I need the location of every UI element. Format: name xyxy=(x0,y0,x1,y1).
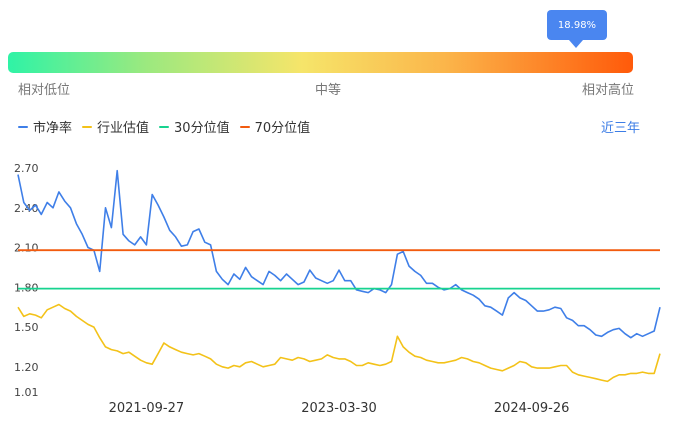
scale-label-low: 相对低位 xyxy=(18,83,71,98)
percentile-gradient-bar xyxy=(8,52,633,73)
period-selector-link[interactable]: 近三年 xyxy=(600,121,640,136)
legend-label-pb: 市净率 xyxy=(33,121,73,136)
y-tick-label: 2.10 xyxy=(14,242,39,255)
scale-label-mid: 中等 xyxy=(315,83,342,98)
legend-swatch-p30 xyxy=(159,125,170,128)
x-axis: 2021-09-27 2023-03-30 2024-09-26 xyxy=(109,401,570,416)
legend-item-industry[interactable]: 行业估值 xyxy=(82,117,149,136)
x-tick-label: 2023-03-30 xyxy=(301,401,377,416)
y-tick-label: 2.40 xyxy=(14,202,39,215)
legend-label-p70: 70分位值 xyxy=(254,121,311,136)
legend-label-p30: 30分位值 xyxy=(174,121,230,136)
x-tick-label: 2024-09-26 xyxy=(494,401,570,416)
y-tick-label: 2.70 xyxy=(14,162,39,175)
x-tick-label: 2021-09-27 xyxy=(109,401,185,416)
legend-label-industry: 行业估值 xyxy=(97,121,150,136)
chart-legend: 市净率 行业估值 30分位值 70分位值 xyxy=(18,117,320,136)
scale-label-high: 相对高位 xyxy=(582,83,635,98)
percentile-tooltip: 18.98% xyxy=(547,10,607,48)
series-line-1 xyxy=(17,169,661,339)
legend-swatch-p70 xyxy=(239,125,250,128)
y-tick-label: 1.50 xyxy=(14,321,39,334)
y-tick-label: 1.01 xyxy=(14,386,39,399)
valuation-line-chart: 2.702.402.101.801.501.201.01 2021-09-27 2… xyxy=(14,162,661,416)
legend-item-pb[interactable]: 市净率 xyxy=(18,117,72,136)
legend-item-p30[interactable]: 30分位值 xyxy=(159,117,230,136)
legend-swatch-industry xyxy=(82,125,93,128)
series-group xyxy=(17,169,661,383)
series-line-2 xyxy=(17,303,661,383)
y-axis: 2.702.402.101.801.501.201.01 xyxy=(14,162,39,399)
legend-swatch-pb xyxy=(18,125,28,128)
legend-item-p70[interactable]: 70分位值 xyxy=(239,117,311,136)
y-tick-label: 1.20 xyxy=(14,361,39,374)
